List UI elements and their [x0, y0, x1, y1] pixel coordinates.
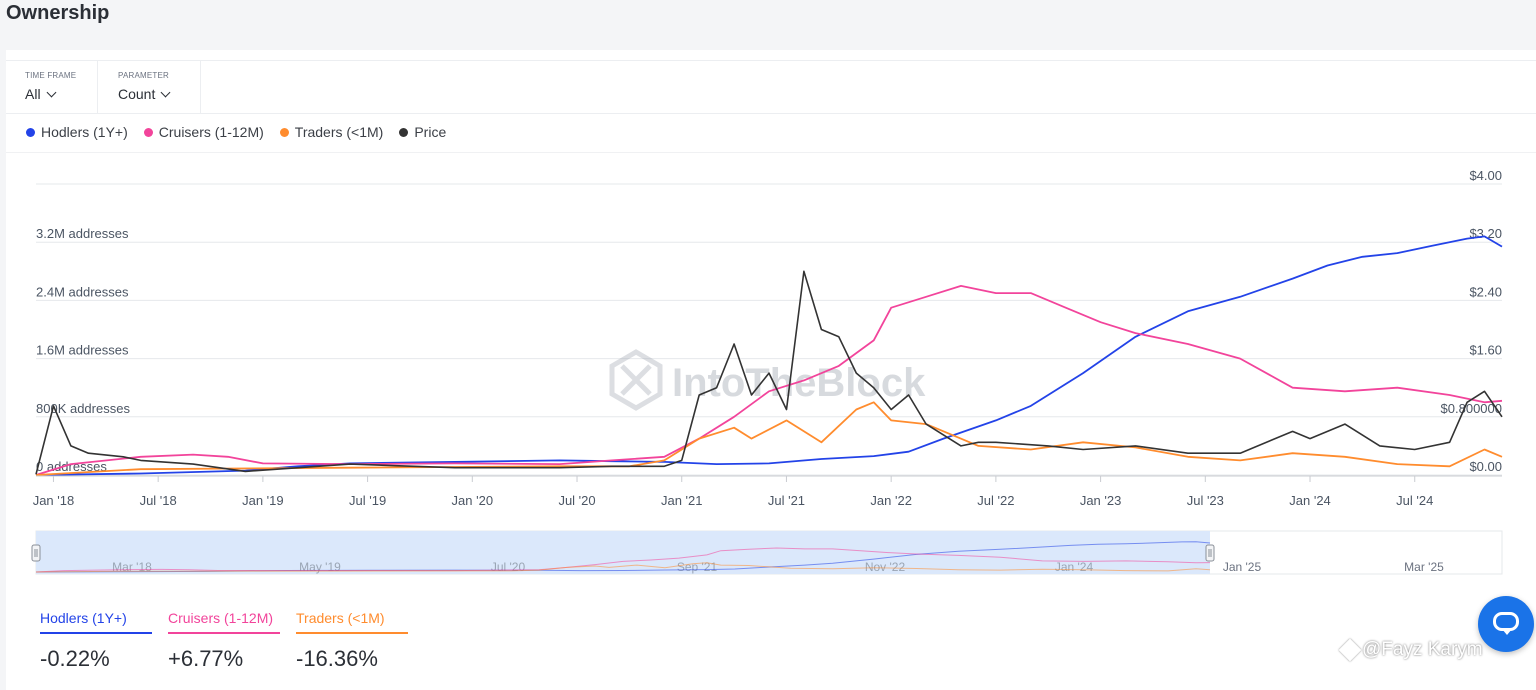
stat-cruisers[interactable]: Cruisers (1-12M) +6.77%: [168, 610, 280, 672]
range-navigator[interactable]: Mar '18 May '19 Jul '20 Sep '21 Nov '22 Jan '…: [31, 530, 1503, 575]
y-left-tick-label: 800K addresses: [36, 401, 130, 416]
legend-label-hodlers: Hodlers (1Y+): [41, 124, 128, 140]
legend-label-cruisers: Cruisers (1-12M): [158, 124, 264, 140]
watermark: IntoTheBlock: [609, 349, 926, 411]
x-tick-label: Jan '21: [661, 493, 703, 508]
y-right-tick-label: $0.800000: [1441, 401, 1502, 416]
navigator-selection[interactable]: [36, 531, 1210, 574]
x-tick-label: Jan '24: [1289, 493, 1331, 508]
ownership-chart: $0.00$0.800000$1.60$2.40$3.20$4.000 addr…: [31, 168, 1503, 575]
navigator-handle-right[interactable]: [1205, 544, 1215, 562]
y-right-tick-label: $3.20: [1469, 226, 1502, 241]
legend-dot-cruisers: [143, 127, 153, 137]
x-tick-label: Jul '23: [1187, 493, 1224, 508]
x-tick-label: Jan '18: [33, 493, 75, 508]
series-layer: [35, 235, 1503, 476]
x-tick-label: Jul '19: [349, 493, 386, 508]
parameter-value-wrap[interactable]: Count: [118, 86, 200, 102]
stat-value-traders: -16.36%: [296, 646, 378, 671]
legend-label-traders: Traders (<1M): [294, 124, 384, 140]
parameter-dropdown[interactable]: PARAMETER Count: [99, 61, 201, 113]
series-line-price: [35, 270, 1503, 475]
x-tick-label: Jan '20: [452, 493, 494, 508]
timeframe-label: TIME FRAME: [25, 71, 77, 80]
stats-row: Hodlers (1Y+) -0.22% Cruisers (1-12M) +6…: [40, 610, 408, 672]
x-axis: Jan '18 Jul '18 Jan '19 Jul '19 Jan '20 Jul '…: [33, 475, 1502, 508]
y-left-tick-label: 3.2M addresses: [36, 226, 129, 241]
legend-dot-price: [399, 127, 409, 137]
stat-value-cruisers: +6.77%: [168, 646, 244, 671]
stat-value-hodlers: -0.22%: [40, 646, 110, 671]
legend-label-price: Price: [414, 124, 447, 140]
navigator-series-line-traders: [35, 562, 1211, 573]
y-right-tick-label: $0.00: [1469, 459, 1502, 474]
chart-legend: Hodlers (1Y+) Cruisers (1-12M) Traders (…: [26, 124, 446, 140]
stat-hodlers[interactable]: Hodlers (1Y+) -0.22%: [40, 610, 152, 672]
watermark-logo-icon: [609, 349, 663, 411]
navigator-label: Jan '25: [1223, 560, 1262, 574]
legend-item-cruisers[interactable]: Cruisers (1-12M): [143, 124, 264, 140]
stat-underline-traders: [296, 632, 408, 634]
series-line-hodlers: [35, 235, 1503, 476]
x-tick-label: Jan '22: [870, 493, 912, 508]
legend-item-price[interactable]: Price: [399, 124, 446, 140]
attribution-text: @Fayz Karym: [1362, 639, 1483, 660]
navigator-label: Jan '24: [1055, 560, 1094, 574]
x-tick-label: Jul '24: [1396, 493, 1433, 508]
navigator-label: Mar '25: [1404, 560, 1444, 574]
x-tick-label: Jul '20: [558, 493, 595, 508]
navigator-series-line-cruisers: [35, 547, 1211, 573]
y-right-tick-label: $4.00: [1469, 168, 1502, 183]
y-left-tick-label: 1.6M addresses: [36, 343, 129, 358]
navigator-label: Sep '21: [677, 560, 718, 574]
y-left-tick-label: 2.4M addresses: [36, 284, 129, 299]
legend-item-traders[interactable]: Traders (<1M): [279, 124, 384, 140]
parameter-label: PARAMETER: [118, 71, 169, 80]
y-right-tick-label: $2.40: [1469, 284, 1502, 299]
navigator-handle-left[interactable]: [31, 544, 41, 562]
page-title: Ownership: [6, 2, 110, 24]
chat-button[interactable]: [1478, 596, 1534, 652]
legend-dot-hodlers: [26, 127, 35, 137]
chat-tail-icon: [1502, 629, 1512, 635]
attribution-logo-icon: [1338, 638, 1362, 662]
series-line-traders: [35, 401, 1503, 476]
navigator-label: May '19: [299, 560, 341, 574]
attribution-watermark: @Fayz Karym: [1338, 638, 1483, 662]
navigator-label: Nov '22: [865, 560, 906, 574]
chart-controls: TIME FRAME All PARAMETER Count: [6, 60, 1536, 114]
timeframe-dropdown[interactable]: TIME FRAME All: [6, 61, 98, 113]
y-right-tick-label: $1.60: [1469, 343, 1502, 358]
legend-item-hodlers[interactable]: Hodlers (1Y+): [26, 124, 128, 140]
watermark-text: IntoTheBlock: [672, 361, 926, 405]
stat-name-hodlers: Hodlers (1Y+): [40, 610, 127, 626]
parameter-value: Count: [118, 86, 156, 102]
ownership-card: TIME FRAME All PARAMETER Count Hodlers (…: [6, 50, 1536, 690]
stat-name-traders: Traders (<1M): [296, 610, 385, 626]
series-line-cruisers: [35, 285, 1503, 476]
navigator-label: Jul '20: [491, 560, 526, 574]
stat-name-cruisers: Cruisers (1-12M): [168, 610, 274, 626]
timeframe-value-wrap[interactable]: All: [25, 86, 97, 102]
stat-underline-cruisers: [168, 632, 280, 634]
x-tick-label: Jan '19: [242, 493, 284, 508]
legend-dot-traders: [279, 127, 289, 137]
legend-divider: [6, 152, 1536, 153]
x-tick-label: Jul '22: [977, 493, 1014, 508]
x-tick-label: Jul '18: [140, 493, 177, 508]
stat-underline-hodlers: [40, 632, 152, 634]
timeframe-value: All: [25, 86, 41, 102]
stat-traders[interactable]: Traders (<1M) -16.36%: [296, 610, 408, 672]
x-tick-label: Jul '21: [768, 493, 805, 508]
navigator-label: Mar '18: [112, 560, 152, 574]
x-tick-label: Jan '23: [1080, 493, 1122, 508]
